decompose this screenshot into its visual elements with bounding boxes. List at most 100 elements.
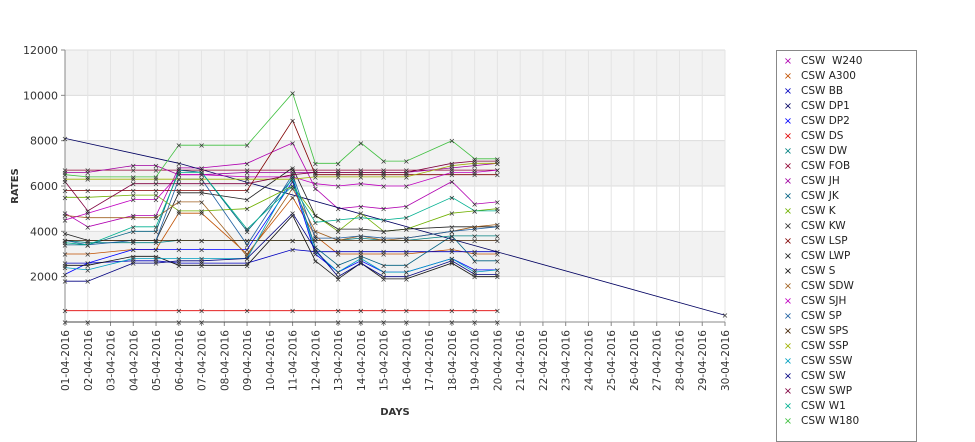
- data-point-marker: ×: [289, 168, 296, 177]
- legend-item: × CSW W240: [781, 54, 863, 68]
- data-point-marker: ×: [130, 245, 137, 254]
- data-point-marker: ×: [471, 166, 478, 175]
- data-point-marker: ×: [494, 157, 501, 166]
- data-point-marker: ×: [84, 259, 91, 268]
- x-tick-label: 28-04-2016: [674, 330, 686, 391]
- data-point-marker: ×: [244, 205, 251, 214]
- data-point-marker: ×: [335, 168, 342, 177]
- data-point-marker: ×: [403, 268, 410, 277]
- legend-label: CSW SW: [801, 370, 846, 382]
- legend: × CSW W240 × CSW A300 × CSW BB × CSW DP1 × CSW DP…: [776, 50, 917, 442]
- x-tick-label: 04-04-2016: [128, 330, 140, 391]
- data-point-marker: ×: [130, 239, 137, 248]
- data-point-marker: ×: [449, 223, 456, 232]
- data-point-marker: ×: [153, 166, 160, 175]
- data-point-marker: ×: [335, 234, 342, 243]
- data-point-marker: ×: [380, 275, 387, 284]
- data-point-marker: ×: [175, 166, 182, 175]
- data-point-marker: ×: [130, 162, 137, 171]
- legend-label: CSW K: [801, 205, 836, 217]
- data-point-marker: ×: [175, 255, 182, 264]
- data-point-marker: ×: [62, 216, 69, 225]
- legend-item: × CSW SJH: [781, 294, 847, 308]
- data-point-marker: ×: [358, 202, 365, 211]
- data-point-marker: ×: [312, 168, 319, 177]
- data-point-marker: ×: [130, 259, 137, 268]
- legend-marker: ×: [783, 115, 793, 127]
- data-point-marker: ×: [175, 189, 182, 198]
- legend-item: × CSW LWP: [781, 249, 851, 263]
- legend-item: × CSW JH: [781, 174, 840, 188]
- legend-label: CSW LSP: [801, 235, 848, 247]
- data-point-marker: ×: [289, 164, 296, 173]
- data-point-marker: ×: [130, 166, 137, 175]
- data-point-marker: ×: [198, 245, 205, 254]
- data-point-marker: ×: [403, 248, 410, 257]
- data-point-marker: ×: [312, 243, 319, 252]
- data-point-marker: ×: [471, 268, 478, 277]
- data-point-marker: ×: [244, 175, 251, 184]
- data-point-marker: ×: [175, 180, 182, 189]
- data-point-marker: ×: [84, 241, 91, 250]
- legend-marker: ×: [783, 235, 793, 247]
- data-point-marker: ×: [403, 202, 410, 211]
- data-point-marker: ×: [358, 257, 365, 266]
- data-point-marker: ×: [62, 236, 69, 245]
- data-point-marker: ×: [244, 168, 251, 177]
- x-tick-label: 29-04-2016: [697, 330, 709, 391]
- data-point-marker: ×: [62, 193, 69, 202]
- data-point-marker: ×: [153, 162, 160, 171]
- x-tick-label: 26-04-2016: [629, 330, 641, 391]
- data-point-marker: ×: [471, 225, 478, 234]
- legend-marker: ×: [783, 355, 793, 367]
- data-point-marker: ×: [449, 168, 456, 177]
- data-point-marker: ×: [289, 166, 296, 175]
- data-point-marker: ×: [198, 141, 205, 150]
- data-point-marker: ×: [403, 173, 410, 182]
- data-point-marker: ×: [471, 200, 478, 209]
- data-point-marker: ×: [289, 175, 296, 184]
- data-point-marker: ×: [358, 250, 365, 259]
- data-point-marker: ×: [153, 173, 160, 182]
- data-point-marker: ×: [175, 175, 182, 184]
- data-point-marker: ×: [84, 207, 91, 216]
- data-point-marker: ×: [471, 159, 478, 168]
- data-point-marker: ×: [449, 255, 456, 264]
- data-point-marker: ×: [153, 257, 160, 266]
- data-point-marker: ×: [198, 171, 205, 180]
- data-point-marker: ×: [312, 236, 319, 245]
- legend-item: × CSW DW: [781, 144, 847, 158]
- data-point-marker: ×: [130, 236, 137, 245]
- legend-marker: ×: [783, 340, 793, 352]
- data-point-marker: ×: [449, 166, 456, 175]
- legend-marker: ×: [783, 220, 793, 232]
- x-tick-label: 16-04-2016: [401, 330, 413, 391]
- data-point-marker: ×: [244, 236, 251, 245]
- data-point-marker: ×: [153, 255, 160, 264]
- series-line: [64, 169, 498, 221]
- data-point-marker: ×: [494, 207, 501, 216]
- data-point-marker: ×: [153, 211, 160, 220]
- legend-label: CSW DW: [801, 145, 848, 157]
- data-point-marker: ×: [289, 89, 296, 98]
- legend-label: CSW A300: [801, 70, 856, 82]
- legend-label: CSW DS: [801, 130, 844, 142]
- legend-label: CSW SSW: [801, 355, 853, 367]
- legend-item: × CSW DP2: [781, 114, 850, 128]
- data-point-marker: ×: [62, 318, 69, 327]
- data-point-marker: ×: [449, 245, 456, 254]
- data-point-marker: ×: [380, 268, 387, 277]
- x-tick-label: 06-04-2016: [174, 330, 186, 391]
- data-point-marker: ×: [312, 184, 319, 193]
- data-point-marker: ×: [289, 236, 296, 245]
- data-point-marker: ×: [471, 223, 478, 232]
- data-point-marker: ×: [494, 155, 501, 164]
- data-point-marker: ×: [198, 307, 205, 316]
- data-point-marker: ×: [289, 177, 296, 186]
- series-line: [64, 138, 726, 316]
- data-point-marker: ×: [449, 307, 456, 316]
- data-point-marker: ×: [449, 177, 456, 186]
- data-point-marker: ×: [244, 236, 251, 245]
- y-tick-label: 12000: [23, 44, 58, 57]
- legend-label: CSW SDW: [801, 280, 854, 292]
